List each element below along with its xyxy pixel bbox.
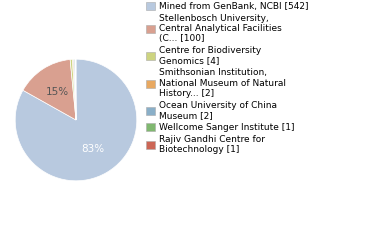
Wedge shape <box>70 59 76 120</box>
Wedge shape <box>75 59 76 120</box>
Wedge shape <box>15 59 137 181</box>
Wedge shape <box>23 60 76 120</box>
Wedge shape <box>75 59 76 120</box>
Wedge shape <box>73 59 76 120</box>
Text: 83%: 83% <box>81 144 104 154</box>
Text: 15%: 15% <box>46 87 69 97</box>
Legend: Mined from GenBank, NCBI [542], Stellenbosch University,
Central Analytical Faci: Mined from GenBank, NCBI [542], Stellenb… <box>144 0 310 156</box>
Wedge shape <box>74 59 76 120</box>
